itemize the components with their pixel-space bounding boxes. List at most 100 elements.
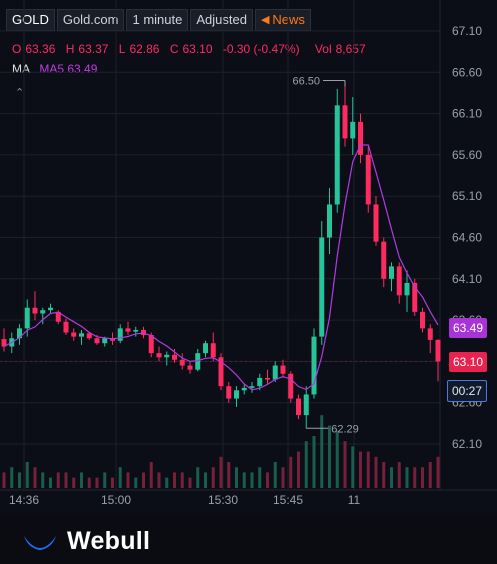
volume-bar bbox=[227, 462, 231, 488]
volume-bar bbox=[304, 441, 308, 488]
candle-body bbox=[342, 105, 348, 139]
volume-bar bbox=[335, 430, 339, 488]
volume-bar bbox=[87, 477, 91, 488]
interval-button[interactable]: 1 minute bbox=[126, 9, 189, 31]
low-value: L 62.86 bbox=[118, 42, 160, 56]
news-label: News bbox=[272, 12, 305, 27]
volume-bar bbox=[405, 467, 409, 488]
candle-body bbox=[427, 328, 433, 340]
high-marker-label: 66.50 bbox=[292, 76, 320, 88]
ma-price-badge: 63.49 bbox=[448, 318, 487, 338]
volume-bar bbox=[242, 472, 246, 488]
low-marker-label: 62.29 bbox=[331, 423, 359, 435]
volume-bar bbox=[297, 451, 300, 488]
time-axis: 14:36 15:00 15:30 15:45 11 bbox=[9, 493, 361, 507]
time-tick-label: 15:45 bbox=[273, 493, 303, 507]
price-tick-label: 66.60 bbox=[452, 65, 482, 79]
volume-bar bbox=[328, 425, 331, 488]
volume-bar bbox=[258, 467, 262, 488]
volume-bar bbox=[64, 472, 68, 488]
candle-body bbox=[179, 359, 185, 366]
candle-body bbox=[125, 328, 131, 332]
volume-bar bbox=[49, 477, 52, 488]
candle-body bbox=[226, 386, 232, 399]
candle-body bbox=[102, 338, 108, 344]
volume-value: Vol 8,657 bbox=[314, 42, 366, 56]
hi-lo-markers: 66.50 62.29 bbox=[0, 76, 440, 435]
volume-bar bbox=[397, 462, 401, 488]
candle-body bbox=[187, 365, 193, 370]
webull-logo-icon bbox=[24, 535, 56, 550]
volume-bar bbox=[421, 467, 424, 488]
open-value: O 63.36 bbox=[12, 42, 56, 56]
volume-bar bbox=[188, 477, 192, 488]
candle-body bbox=[133, 330, 139, 332]
candle-countdown: 00:27 bbox=[447, 380, 487, 402]
symbol-button[interactable]: GOLD bbox=[6, 9, 55, 31]
candle-body bbox=[249, 386, 255, 388]
candle-body bbox=[203, 343, 208, 354]
candle-body bbox=[141, 330, 146, 335]
candle-body bbox=[148, 334, 154, 354]
candle-body bbox=[435, 339, 441, 362]
grid-lines bbox=[0, 0, 441, 490]
webull-logo: Webull bbox=[22, 527, 150, 556]
volume-bar bbox=[289, 456, 293, 488]
change-value: -0.30 (-0.47%) bbox=[222, 42, 300, 56]
speaker-icon: ◀ bbox=[260, 14, 270, 26]
candle-body bbox=[110, 338, 115, 341]
candle-body bbox=[257, 377, 263, 387]
candle-body bbox=[241, 387, 247, 391]
volume-bar bbox=[196, 467, 200, 488]
candle-body bbox=[373, 204, 379, 242]
candle-body bbox=[1, 339, 7, 347]
candle-body bbox=[218, 357, 224, 387]
source-button[interactable]: Gold.com bbox=[56, 9, 125, 31]
candle-body bbox=[272, 365, 278, 380]
candle-body bbox=[381, 241, 387, 279]
volume-bar bbox=[165, 477, 169, 488]
ohlc-readout: O 63.36 H 63.37 L 62.86 C 63.10 -0.30 (-0.47… bbox=[12, 42, 373, 56]
price-tick-label: 62.10 bbox=[452, 437, 482, 451]
candle-body bbox=[311, 336, 317, 395]
collapse-chevron-icon[interactable]: ⌃ bbox=[15, 87, 25, 99]
volume-bar bbox=[219, 456, 223, 488]
price-tick-label: 66.10 bbox=[452, 107, 482, 121]
price-chart[interactable]: 67.1066.6066.1065.6065.1064.6064.1063.60… bbox=[0, 0, 497, 513]
volume-bar bbox=[413, 467, 417, 488]
volume-bar bbox=[273, 462, 277, 488]
candle-body bbox=[71, 332, 77, 337]
candle-body bbox=[40, 310, 46, 314]
candle-body bbox=[334, 105, 340, 205]
volume-bar bbox=[211, 467, 215, 488]
candle-body bbox=[396, 266, 402, 296]
candle-body bbox=[420, 311, 425, 329]
candle-body bbox=[404, 282, 410, 296]
brand-name: Webull bbox=[67, 527, 151, 555]
candle-body bbox=[48, 307, 53, 311]
candle-body bbox=[195, 353, 201, 370]
volume-bar bbox=[111, 477, 114, 488]
candle-body bbox=[265, 377, 270, 380]
toolbar: GOLD Gold.com 1 minute Adjusted ◀ News bbox=[6, 9, 311, 31]
candle-body bbox=[156, 353, 162, 358]
candle-body bbox=[117, 328, 123, 341]
price-tick-label: 67.10 bbox=[452, 24, 482, 38]
volume-bar bbox=[72, 477, 76, 488]
volume-bar bbox=[204, 472, 207, 488]
volume-bar bbox=[428, 462, 432, 488]
volume-bar bbox=[142, 472, 145, 488]
volume-bar bbox=[80, 472, 83, 488]
volume-bar bbox=[56, 472, 60, 488]
volume-bar bbox=[33, 467, 37, 488]
volume-bar bbox=[250, 472, 254, 488]
volume-bar bbox=[41, 472, 45, 488]
volume-bar bbox=[343, 441, 347, 488]
candle-body bbox=[172, 354, 177, 360]
volume-bar bbox=[149, 462, 153, 488]
candle-body bbox=[55, 311, 61, 322]
price-tick-label: 64.60 bbox=[452, 231, 482, 245]
volume-bar bbox=[2, 472, 6, 488]
candle-body bbox=[296, 398, 301, 416]
last-price-badge: 63.10 bbox=[448, 352, 487, 372]
